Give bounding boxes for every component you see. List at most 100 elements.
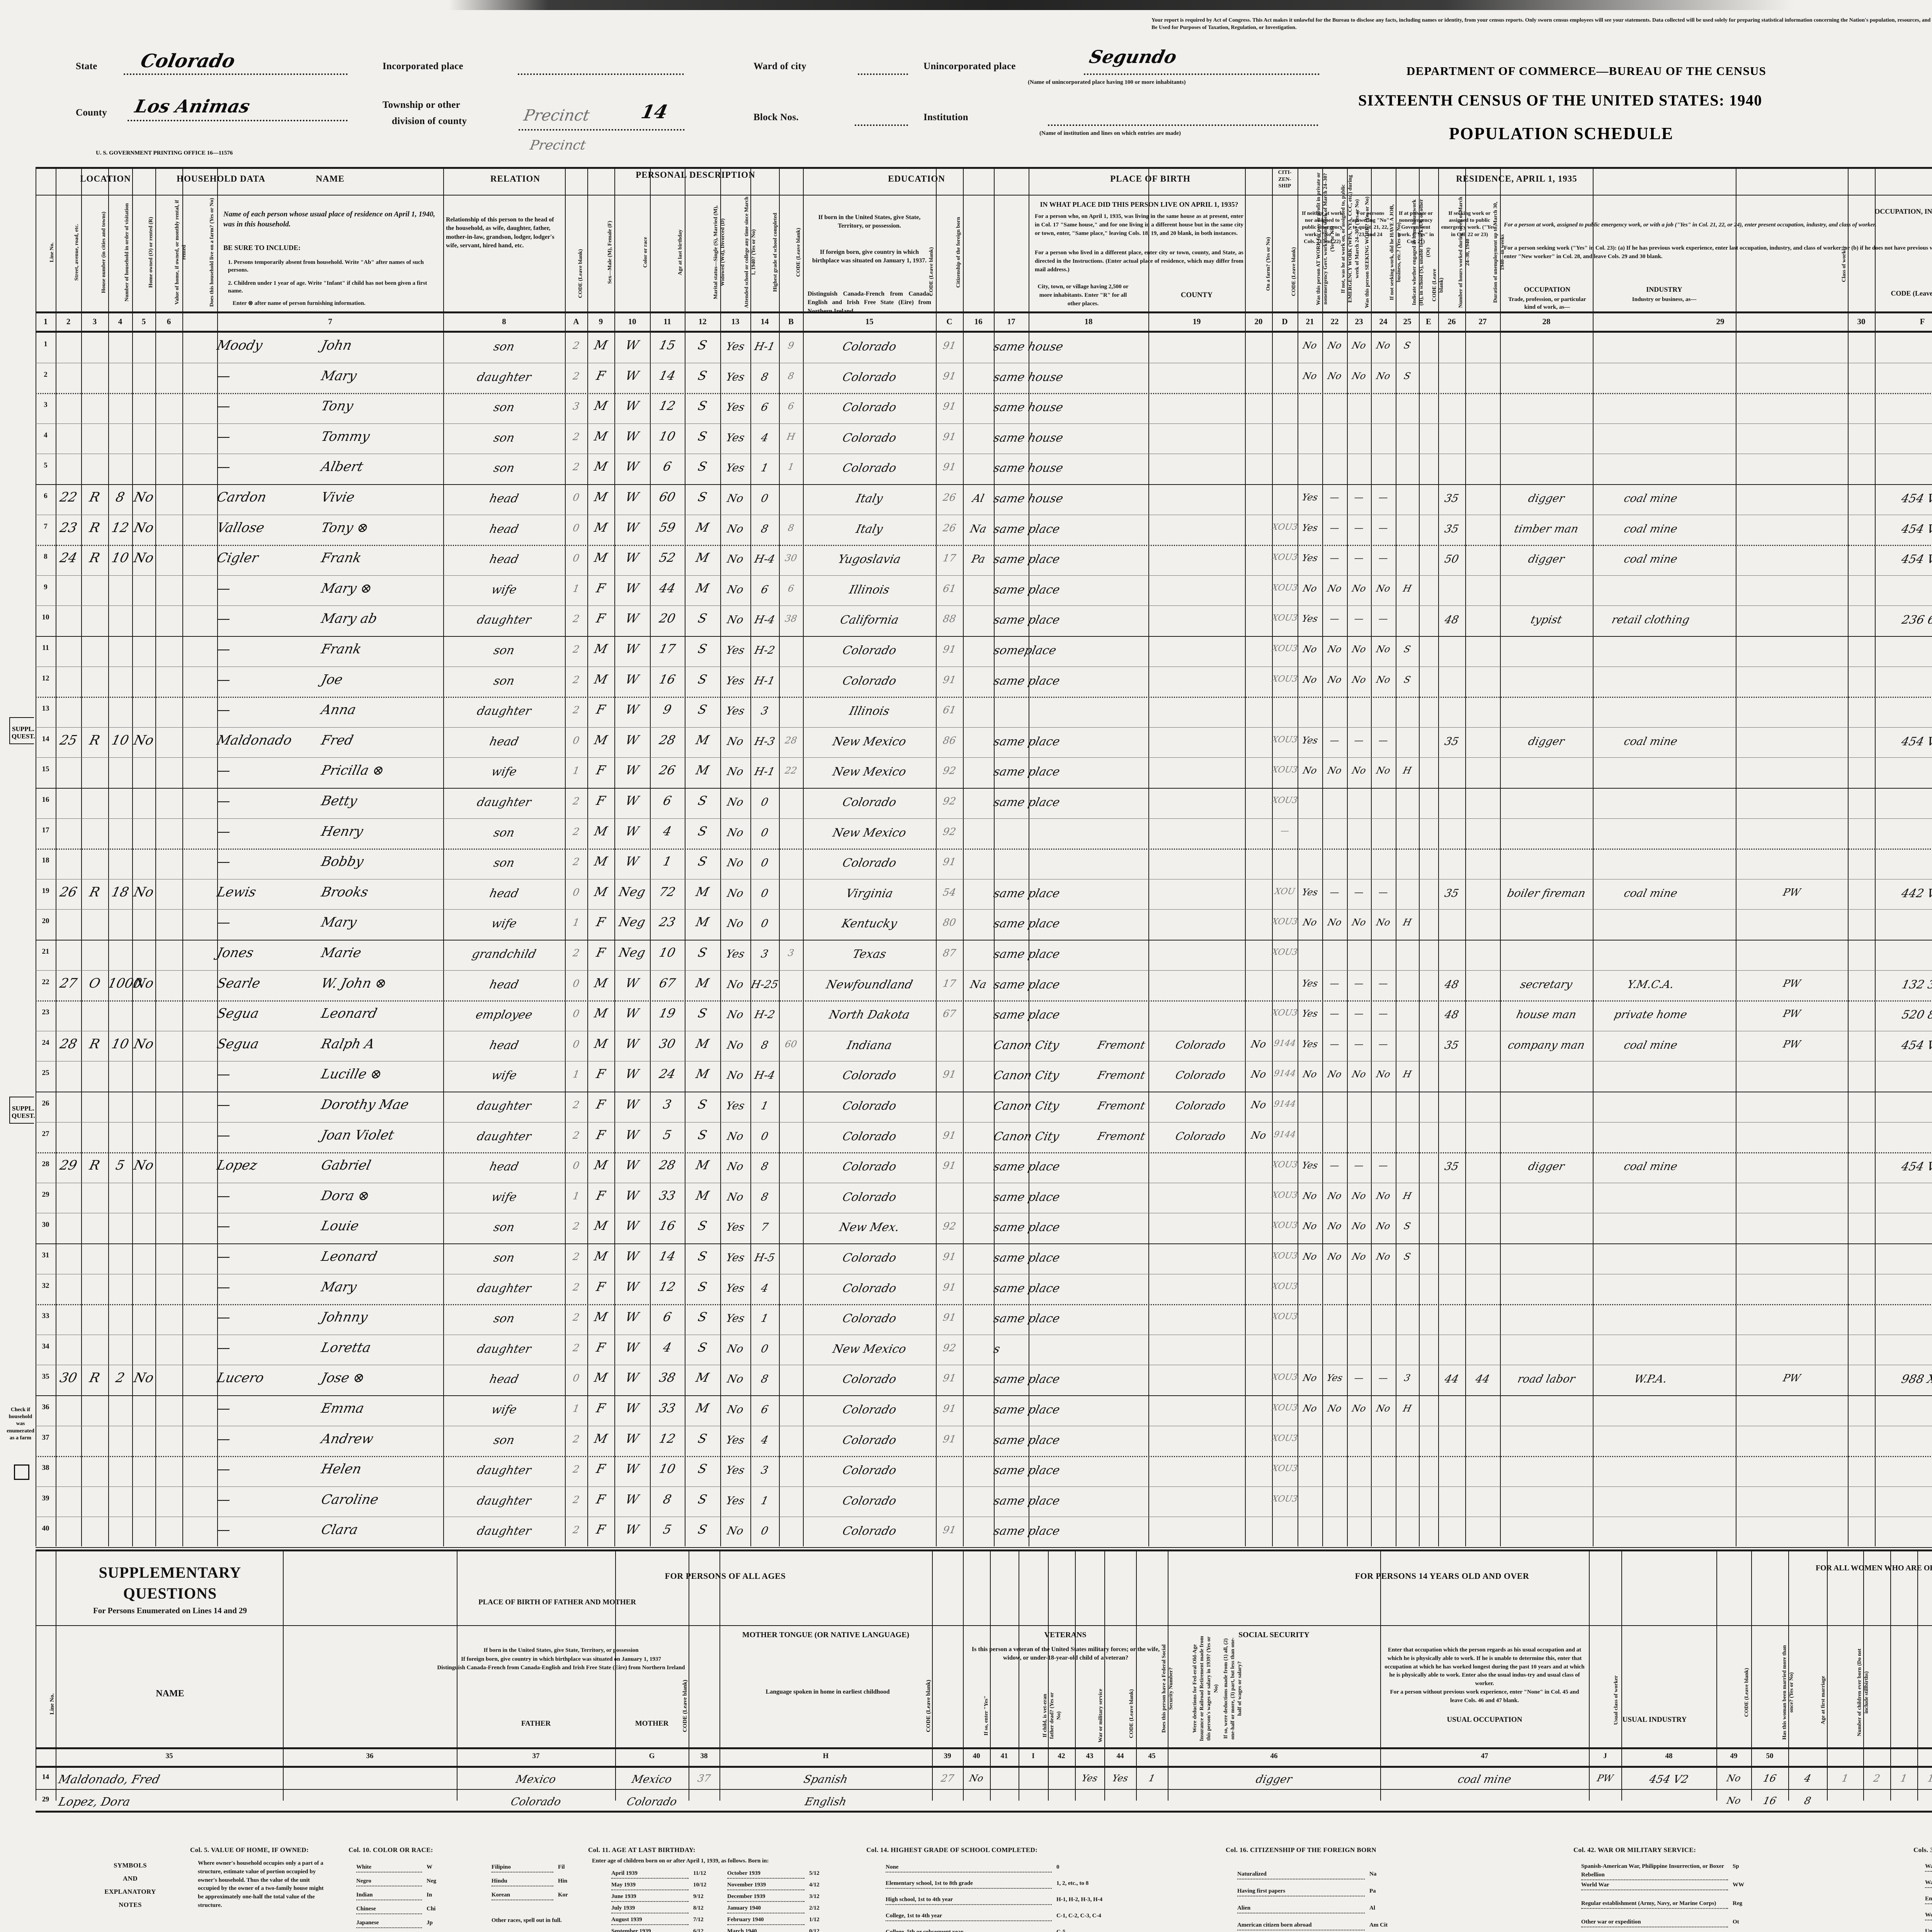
- cell-grade[interactable]: 4: [760, 1433, 770, 1446]
- cell-relation[interactable]: head: [488, 735, 520, 748]
- cell-school[interactable]: Yes: [724, 674, 746, 687]
- cell-c22[interactable]: Yes: [1325, 1372, 1344, 1384]
- cell-c21[interactable]: Yes: [1301, 613, 1319, 624]
- cell-line[interactable]: 39: [42, 1494, 49, 1502]
- cell-res17[interactable]: Canon City: [992, 1099, 1061, 1113]
- cell-given[interactable]: Helen: [320, 1461, 363, 1477]
- cell-sex[interactable]: M: [593, 823, 609, 838]
- supp-cell-N[interactable]: 1: [1927, 1773, 1932, 1784]
- cell-surname[interactable]: —: [215, 1461, 232, 1477]
- cell-codeA[interactable]: 1: [572, 1069, 580, 1081]
- cell-line[interactable]: 40: [42, 1524, 49, 1533]
- cell-marital[interactable]: S: [696, 1006, 709, 1021]
- cell-school[interactable]: No: [726, 492, 745, 505]
- cell-given[interactable]: Dorothy Mae: [320, 1097, 410, 1112]
- cell-surname[interactable]: Lopez: [215, 1158, 259, 1173]
- cell-c24[interactable]: —: [1377, 1160, 1389, 1171]
- cell-codeA[interactable]: 0: [572, 735, 580, 747]
- cell-age[interactable]: 60: [658, 490, 677, 504]
- cell-relation[interactable]: daughter: [475, 1524, 533, 1538]
- cell-marital[interactable]: M: [694, 580, 711, 595]
- cell-grade[interactable]: 0: [760, 856, 770, 869]
- cell-codeA[interactable]: 2: [572, 826, 580, 838]
- cell-marital[interactable]: S: [696, 793, 709, 808]
- cell-line[interactable]: 30: [42, 1221, 49, 1229]
- cell-marital[interactable]: S: [696, 398, 709, 413]
- cell-codeC[interactable]: 54: [942, 886, 957, 898]
- cell-res17[interactable]: same house: [992, 401, 1065, 415]
- cell-c24[interactable]: No: [1375, 1069, 1391, 1080]
- cell-codeD[interactable]: XOU3: [1271, 796, 1299, 805]
- cell-c22[interactable]: —: [1328, 1160, 1341, 1171]
- cell-surname[interactable]: Segua: [215, 1036, 260, 1052]
- cell-sex[interactable]: F: [595, 1127, 607, 1142]
- cell-given[interactable]: Andrew: [320, 1431, 375, 1447]
- cell-marital[interactable]: M: [694, 1158, 711, 1173]
- cell-codeF[interactable]: 988 X9: [1900, 1372, 1932, 1386]
- cell-given[interactable]: Gabriel: [320, 1158, 372, 1173]
- cell-given[interactable]: Joan Violet: [320, 1127, 396, 1143]
- cell-ind[interactable]: private home: [1613, 1008, 1689, 1021]
- cell-marital[interactable]: M: [694, 550, 711, 565]
- cell-marital[interactable]: M: [694, 1066, 711, 1082]
- cell-grade[interactable]: 4: [760, 1281, 770, 1294]
- cell-codeA[interactable]: 0: [572, 553, 580, 565]
- cell-grade[interactable]: 6: [760, 583, 770, 596]
- cell-codeA[interactable]: 2: [572, 370, 580, 382]
- cell-codeD[interactable]: XOU3: [1271, 1281, 1299, 1291]
- cell-given[interactable]: Dora ⊗: [320, 1188, 371, 1204]
- cell-surname[interactable]: —: [215, 854, 232, 870]
- cell-codeA[interactable]: 1: [572, 917, 580, 929]
- cell-codeA[interactable]: 2: [572, 1433, 580, 1445]
- cell-sex[interactable]: F: [595, 1401, 607, 1415]
- cell-surname[interactable]: —: [215, 641, 232, 657]
- cell-birth[interactable]: Indiana: [845, 1038, 893, 1052]
- cell-race[interactable]: W: [624, 1188, 640, 1203]
- cell-c23[interactable]: No: [1351, 644, 1367, 655]
- cell-surname[interactable]: —: [215, 793, 232, 809]
- cell-given[interactable]: Jose ⊗: [320, 1370, 366, 1386]
- cell-school[interactable]: Yes: [724, 431, 746, 444]
- cell-res17[interactable]: same place: [992, 947, 1061, 961]
- cell-house[interactable]: 27: [58, 975, 79, 991]
- cell-birth[interactable]: Colorado: [841, 856, 898, 870]
- cell-codeA[interactable]: 1: [572, 583, 580, 595]
- cell-birth[interactable]: Colorado: [841, 1372, 898, 1386]
- cell-school[interactable]: Yes: [724, 644, 746, 656]
- cell-codeD[interactable]: XOU3: [1271, 522, 1299, 532]
- cell-line[interactable]: 21: [42, 947, 49, 956]
- cell-given[interactable]: Mary: [320, 1279, 359, 1295]
- cell-age[interactable]: 72: [658, 884, 677, 899]
- cell-birth[interactable]: Colorado: [841, 370, 898, 384]
- cell-cls[interactable]: PW: [1782, 978, 1802, 990]
- cell-surname[interactable]: —: [215, 580, 232, 596]
- cell-given[interactable]: Bobby: [320, 854, 365, 870]
- cell-c25[interactable]: 3: [1403, 1372, 1412, 1384]
- cell-race[interactable]: W: [624, 1158, 640, 1173]
- cell-birth[interactable]: Colorado: [841, 1190, 898, 1204]
- cell-grade[interactable]: H-3: [753, 735, 776, 748]
- cell-age[interactable]: 33: [658, 1401, 677, 1415]
- cell-sex[interactable]: F: [595, 611, 607, 626]
- cell-codeA[interactable]: 2: [572, 1494, 580, 1506]
- supp-cell-ss43[interactable]: Yes: [1111, 1773, 1129, 1784]
- cell-birth[interactable]: New Mexico: [831, 735, 908, 748]
- cell-school[interactable]: No: [726, 1129, 745, 1143]
- cell-codeB[interactable]: 9: [787, 340, 795, 351]
- cell-surname[interactable]: Lucero: [215, 1370, 265, 1386]
- cell-given[interactable]: Tony ⊗: [320, 520, 370, 536]
- cell-c23[interactable]: No: [1351, 765, 1367, 776]
- cell-marital[interactable]: M: [694, 1401, 711, 1415]
- cell-line[interactable]: 33: [42, 1312, 49, 1320]
- cell-marital[interactable]: S: [696, 1249, 709, 1264]
- cell-race[interactable]: W: [624, 1127, 640, 1142]
- cell-codeC[interactable]: 91: [942, 1129, 957, 1141]
- cell-own[interactable]: 10: [110, 732, 131, 748]
- cell-c21[interactable]: No: [1302, 1251, 1318, 1262]
- cell-given[interactable]: Mary: [320, 915, 359, 930]
- cell-marital[interactable]: S: [696, 459, 709, 474]
- cell-race[interactable]: W: [624, 368, 640, 383]
- cell-codeC[interactable]: 91: [942, 644, 957, 655]
- cell-cls[interactable]: PW: [1782, 1008, 1802, 1020]
- cell-ind[interactable]: Y.M.C.A.: [1626, 978, 1675, 991]
